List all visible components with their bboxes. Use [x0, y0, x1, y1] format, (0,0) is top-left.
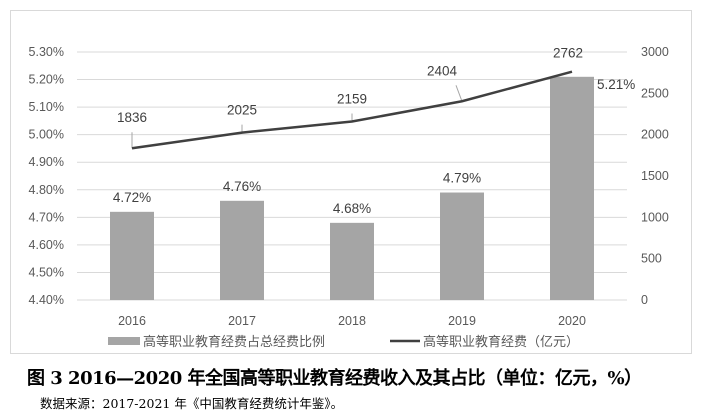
bar — [330, 222, 374, 300]
line-data-label: 2159 — [337, 92, 367, 107]
bar — [110, 211, 154, 300]
figure-caption: 图 3 2016—2020 年全国高等职业教育经费收入及其占比（单位：亿元，%） — [27, 368, 642, 389]
bar-data-label: 5.21% — [597, 77, 635, 92]
right-tick-label: 2500 — [641, 86, 669, 100]
left-tick-label: 5.00% — [29, 128, 64, 142]
left-tick-label: 5.20% — [29, 73, 64, 87]
bar — [220, 200, 264, 300]
left-tick-label: 5.30% — [29, 45, 64, 59]
right-tick-label: 0 — [641, 293, 648, 307]
chart-frame — [10, 10, 692, 354]
bar-data-label: 4.72% — [113, 190, 151, 205]
line-series — [131, 70, 573, 150]
right-tick-label: 2000 — [641, 128, 669, 142]
bar-data-label: 4.76% — [223, 179, 261, 194]
right-tick-label: 1000 — [641, 210, 669, 224]
legend-bar-swatch — [108, 337, 140, 345]
right-tick-label: 3000 — [641, 45, 669, 59]
left-tick-label: 4.90% — [29, 155, 64, 169]
line-data-label: 2025 — [227, 103, 257, 118]
x-tick-label: 2016 — [118, 314, 146, 328]
left-tick-label: 4.60% — [29, 238, 64, 252]
right-tick-label: 1500 — [641, 169, 669, 183]
line-data-label: 2762 — [553, 46, 583, 61]
right-tick-label: 500 — [641, 252, 662, 266]
left-tick-label: 5.10% — [29, 100, 64, 114]
left-tick-label: 4.70% — [29, 210, 64, 224]
combo-chart: 4.40% 4.50% 4.60% 4.70% 4.80% 4.90% 5.00% 5.10%… — [29, 45, 669, 350]
x-tick-label: 2018 — [338, 314, 366, 328]
legend-bar-label: 高等职业教育经费占总经费比例 — [143, 334, 325, 350]
x-tick-label: 2019 — [448, 314, 476, 328]
left-tick-label: 4.50% — [29, 265, 64, 279]
x-tick-label: 2017 — [228, 314, 256, 328]
bar — [440, 192, 484, 300]
legend-line-label: 高等职业教育经费（亿元） — [423, 334, 579, 350]
x-tick-label: 2020 — [558, 314, 586, 328]
leader-line — [455, 85, 463, 102]
line-data-label: 2404 — [427, 63, 458, 78]
bar — [550, 76, 594, 300]
left-tick-label: 4.80% — [29, 183, 64, 197]
bar-data-label: 4.68% — [333, 201, 371, 216]
line-data-label: 1836 — [117, 110, 147, 125]
data-source-note: 数据来源：2017-2021 年《中国教育经费统计年鉴》。 — [40, 396, 344, 411]
left-tick-label: 4.40% — [29, 293, 64, 307]
bar-data-label: 4.79% — [443, 171, 481, 186]
